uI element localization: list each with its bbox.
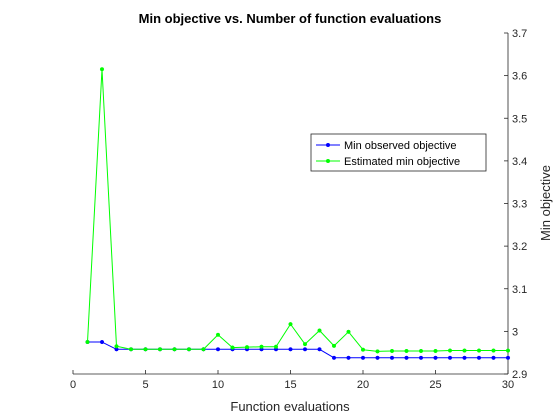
series-layer (85, 67, 511, 360)
y-tick-label: 3.3 (512, 199, 527, 211)
plot-background (73, 33, 508, 374)
y-tick-label: 3.5 (512, 113, 527, 125)
data-point (505, 355, 511, 360)
data-point (476, 348, 482, 353)
y-tick-label: 3.6 (512, 71, 527, 83)
legend-marker-min-observed (326, 143, 330, 147)
legend-label-min-observed: Min observed objective (344, 140, 457, 152)
x-axis: 0 5 10 15 20 25 30 (70, 370, 514, 391)
data-point (99, 67, 105, 72)
x-tick-label: 0 (70, 379, 76, 391)
legend-marker-estimated-min (326, 159, 330, 163)
series-line (87, 68, 508, 352)
data-point (186, 347, 192, 352)
data-point (143, 347, 148, 352)
data-point (418, 355, 424, 360)
x-tick-label: 25 (429, 379, 441, 391)
data-point (317, 328, 322, 333)
legend-box (310, 133, 487, 172)
data-point (201, 347, 206, 352)
data-point (505, 348, 511, 353)
data-point (215, 347, 221, 352)
data-point (317, 347, 322, 352)
y-tick-label: 3.1 (512, 284, 527, 296)
data-point (288, 322, 293, 327)
y-tick-label: 3 (512, 326, 518, 338)
data-point (215, 332, 221, 337)
data-point (331, 343, 337, 348)
data-point (273, 344, 279, 349)
data-point (433, 348, 438, 354)
data-point (404, 355, 409, 360)
data-point (389, 348, 395, 354)
data-point (360, 355, 366, 360)
data-point (172, 347, 177, 352)
y-axis: 2.9 3 3.1 3.2 3.3 3.4 3.5 3.6 3.7 (504, 28, 527, 381)
y-axis-label: Min objective (538, 165, 553, 241)
x-axis-label: Function evaluations (230, 399, 350, 414)
data-point (346, 355, 351, 360)
x-tick-label: 30 (502, 379, 514, 391)
data-point (462, 355, 467, 360)
y-tick-label: 2.9 (512, 369, 527, 381)
data-point (389, 355, 395, 360)
data-point (244, 345, 250, 350)
chart-title: Min objective vs. Number of function eva… (139, 11, 442, 26)
data-point (404, 348, 409, 354)
data-point (491, 355, 496, 360)
plot-area (73, 33, 509, 375)
x-tick-label: 10 (212, 379, 224, 391)
data-point (302, 342, 308, 347)
x-tick-label: 5 (142, 379, 148, 391)
data-point (462, 348, 467, 353)
legend: Min observed objective Estimated min obj… (310, 133, 487, 172)
data-point (114, 344, 119, 349)
data-point (157, 347, 163, 352)
data-point (433, 355, 438, 360)
data-point (302, 347, 308, 352)
data-point (230, 345, 235, 350)
x-tick-label: 20 (357, 379, 369, 391)
data-point (360, 347, 366, 352)
legend-label-estimated-min: Estimated min objective (344, 156, 460, 168)
x-tick-label: 15 (284, 379, 296, 391)
data-point (447, 348, 453, 353)
data-point (375, 355, 380, 360)
data-point (288, 347, 293, 352)
data-point (375, 349, 380, 354)
data-point (447, 355, 453, 360)
data-point (346, 329, 351, 334)
data-point (331, 355, 337, 360)
data-point (476, 355, 482, 360)
y-tick-label: 3.4 (512, 156, 527, 168)
data-point (418, 348, 424, 354)
y-tick-label: 3.2 (512, 241, 527, 253)
data-point (491, 348, 496, 353)
data-point (85, 339, 90, 345)
series-1 (85, 67, 511, 354)
data-point (99, 339, 105, 345)
y-tick-label: 3.7 (512, 28, 527, 40)
data-point (259, 344, 264, 349)
data-point (128, 347, 134, 352)
